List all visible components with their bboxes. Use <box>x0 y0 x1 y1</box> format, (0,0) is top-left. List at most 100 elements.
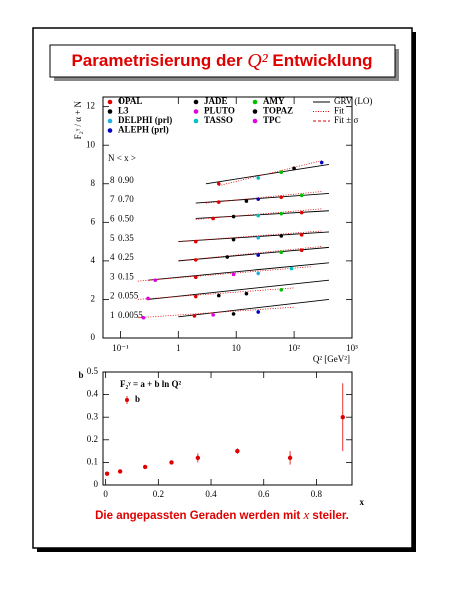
data-point <box>231 272 236 277</box>
fit-line <box>137 266 312 282</box>
data-point <box>193 239 198 244</box>
y-tick-label: 0 <box>91 332 96 342</box>
data-point <box>169 460 174 465</box>
data-point <box>256 253 261 257</box>
data-point <box>287 455 293 461</box>
y-axis-label: F₂ᵞ / α + N <box>73 101 83 140</box>
bin-n: 2 <box>110 291 115 301</box>
data-point <box>225 255 230 259</box>
legend-marker <box>107 109 113 114</box>
data-point <box>141 315 146 320</box>
legend-label: Fit <box>334 106 345 116</box>
data-point <box>153 278 158 282</box>
x-tick-label: 0.2 <box>153 489 164 499</box>
data-point <box>256 176 261 180</box>
data-point <box>256 213 261 218</box>
grv-line <box>195 210 329 219</box>
data-point <box>256 271 261 276</box>
legend-label: JADE <box>204 96 228 106</box>
plot-frame <box>102 96 353 339</box>
data-point <box>279 195 284 200</box>
x-axis-label: Q² [GeV²] <box>313 354 350 364</box>
title-part: Q² <box>247 50 268 72</box>
data-point <box>292 166 296 171</box>
footer-part: steiler. <box>309 510 349 522</box>
legend-label: TOPAZ <box>263 106 293 116</box>
data-point <box>231 312 236 316</box>
data-point <box>340 415 345 420</box>
legend-marker <box>107 118 113 124</box>
y-tick-label: 12 <box>86 101 95 111</box>
data-point <box>195 455 201 461</box>
y-tick-label: 0.3 <box>87 411 99 421</box>
data-point <box>142 464 148 470</box>
x-tick-label: 0.4 <box>205 489 217 499</box>
fit-line <box>137 306 295 319</box>
x-tick-label: 10² <box>288 343 300 353</box>
y-tick-label: 0.5 <box>87 366 99 376</box>
legend-label: TASSO <box>204 115 233 125</box>
legend-marker <box>107 128 113 133</box>
fit-line <box>218 160 322 187</box>
data-point <box>319 160 324 165</box>
data-point <box>211 216 215 221</box>
data-point <box>216 293 221 298</box>
footer-part: Die angepassten Geraden werden mit <box>95 510 303 522</box>
x-tick-label: 0.8 <box>311 489 323 499</box>
bin-n: 1 <box>110 310 115 320</box>
footer: Die angepassten Geraden werden mit x ste… <box>95 507 349 522</box>
data-point <box>299 233 304 237</box>
data-point <box>256 197 261 201</box>
legend-marker <box>193 99 199 105</box>
plot-frame <box>102 371 353 486</box>
bin-x: 0.50 <box>118 213 134 223</box>
x-tick-label: 0.6 <box>258 489 270 499</box>
legend-marker <box>193 118 199 124</box>
legend-formula: F₂ᵞ = a + b ln Q² <box>120 379 181 389</box>
legend-label: Fit ± σ <box>334 115 358 125</box>
data-point <box>279 170 284 174</box>
legend-label: TPC <box>263 115 281 125</box>
footer-part: x <box>302 507 309 522</box>
legend-label: ALEPH (prl) <box>118 125 169 135</box>
legend-marker <box>193 109 199 114</box>
title-part: Entwicklung <box>268 51 373 70</box>
legend-marker <box>252 118 258 124</box>
x-tick-label: 10⁻¹ <box>112 343 129 353</box>
y-tick-label: 0.1 <box>87 456 98 466</box>
data-point <box>193 258 198 262</box>
grv-line <box>148 262 330 281</box>
y-tick-label: 8 <box>91 178 96 188</box>
y-tick-label: 6 <box>91 216 96 226</box>
data-point <box>256 310 261 314</box>
bin-n: 6 <box>110 213 115 223</box>
data-point <box>117 469 123 474</box>
bin-x: 0.15 <box>118 271 134 281</box>
y-tick-label: 10 <box>86 139 96 149</box>
data-point <box>279 234 284 238</box>
bin-n: 7 <box>110 194 115 204</box>
legend-marker <box>107 99 113 105</box>
data-point <box>146 296 150 301</box>
legend-label: PLUTO <box>204 106 235 116</box>
legend-marker <box>252 109 258 114</box>
y-tick-label: 0 <box>94 479 99 489</box>
bin-x: 0.055 <box>118 291 139 301</box>
y-tick-label: 0.4 <box>87 389 99 399</box>
bin-n: 5 <box>110 233 115 243</box>
data-point <box>104 471 110 476</box>
x-tick-label: 0 <box>103 489 108 499</box>
data-point <box>216 200 221 204</box>
data-point <box>279 250 284 255</box>
data-point <box>193 294 198 299</box>
data-point <box>244 291 249 296</box>
x-tick-label: 1 <box>176 343 181 353</box>
legend-label: L3 <box>118 106 129 116</box>
bin-x: 0.35 <box>118 233 134 243</box>
data-point <box>279 211 284 216</box>
x-axis-label: x <box>360 497 365 507</box>
bin-x: 0.70 <box>118 194 134 204</box>
data-point <box>299 193 304 198</box>
bin-n: 8 <box>110 175 115 185</box>
